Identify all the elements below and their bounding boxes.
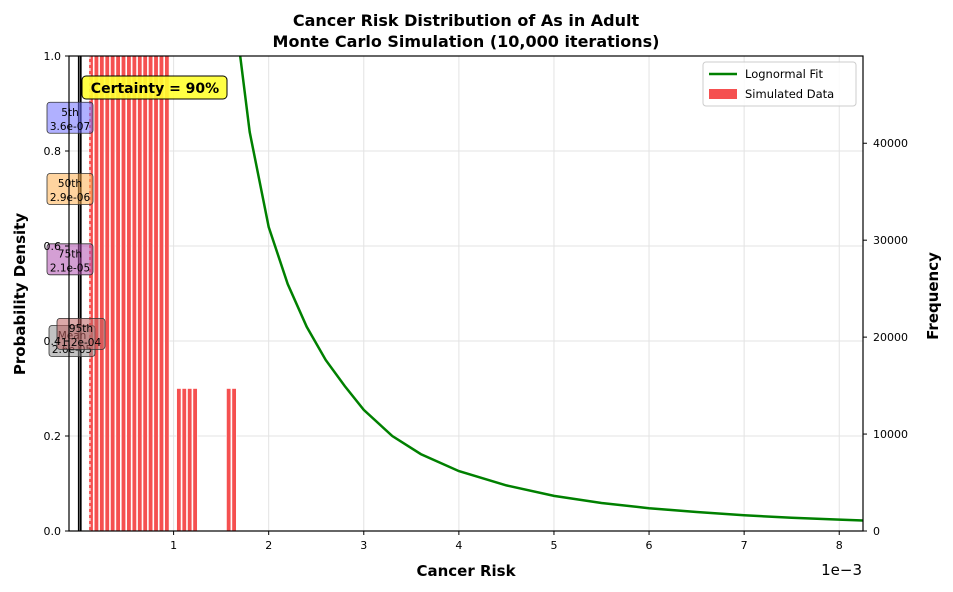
histogram-bar [126, 55, 132, 532]
x-tick-label: 6 [646, 539, 653, 552]
histogram-bar [181, 388, 187, 532]
chart-title-line1: Cancer Risk Distribution of As in Adult [293, 11, 640, 30]
y-right-axis-label: Frequency [924, 252, 942, 340]
histogram-bar [164, 55, 170, 532]
y-right-axis-ticks: 0 10000 20000 30000 40000 [863, 137, 908, 538]
percentile-label-75th: 75th 2.1e-05 [46, 243, 94, 276]
y-left-tick-label: 0.8 [44, 145, 62, 158]
x-axis-label: Cancer Risk [416, 562, 516, 580]
histogram-bar [192, 388, 198, 532]
legend-entry-simulated-data: Simulated Data [745, 87, 834, 101]
percentile-name: 75th [58, 248, 82, 260]
percentile-label-box [46, 101, 94, 134]
y-left-tick-label: 0.4 [44, 335, 62, 348]
certainty-box: Certainty = 90% [81, 75, 228, 100]
x-tick-label: 1 [170, 539, 177, 552]
histogram-bar [131, 55, 137, 532]
histogram-bar [158, 55, 164, 532]
x-tick-label: 8 [836, 539, 843, 552]
histogram-bar [153, 55, 159, 532]
percentile-name: 50th [58, 178, 82, 190]
x-tick-label: 4 [455, 539, 462, 552]
histogram-bar [115, 55, 121, 532]
percentile-name: 95th [69, 323, 93, 335]
percentile-value: 2.9e-06 [50, 192, 91, 204]
histogram-bar [142, 55, 148, 532]
certainty-label: Certainty = 90% [91, 81, 219, 97]
percentile-label-box [46, 173, 94, 205]
y-right-tick-label: 30000 [873, 234, 908, 247]
y-right-tick-label: 0 [873, 525, 880, 538]
percentile-label-box [46, 243, 94, 276]
percentile-label-50th: 50th 2.9e-06 [46, 173, 94, 205]
percentile-lines [77, 56, 91, 531]
histogram-bars [88, 55, 237, 532]
histogram-bar [93, 55, 99, 532]
y-left-tick-label: 0.0 [44, 525, 62, 538]
chart-title-line2: Monte Carlo Simulation (10,000 iteration… [273, 32, 660, 51]
x-tick-label: 3 [360, 539, 367, 552]
lognormal-fit-curve [238, 55, 864, 522]
legend: Lognormal Fit Simulated Data [702, 61, 857, 107]
x-tick-label: 7 [741, 539, 748, 552]
histogram-bar [231, 388, 237, 532]
histogram-bar [99, 55, 105, 532]
histogram-bar [110, 55, 116, 532]
y-right-tick-label: 20000 [873, 331, 908, 344]
histogram-bar [176, 388, 182, 532]
histogram-bar [187, 388, 193, 532]
histogram-bar [148, 55, 154, 532]
histogram-bar [120, 55, 127, 532]
y-right-tick-label: 40000 [873, 137, 908, 150]
percentile-label-95th: 95th 1.2e-04 [56, 317, 106, 350]
x-tick-label: 2 [265, 539, 272, 552]
fit-curve-layer [238, 55, 864, 522]
percentile-value: 1.2e-04 [61, 337, 102, 349]
y-right-tick-label: 10000 [873, 428, 908, 441]
x-axis-offset-label: 1e−3 [821, 561, 862, 579]
histogram-bar [104, 55, 110, 532]
y-left-axis-ticks: 0.0 0.2 0.4 0.6 0.8 1.0 [44, 50, 69, 538]
histogram-bar [137, 55, 143, 532]
y-left-tick-label: 0.6 [44, 240, 62, 253]
legend-box [702, 61, 857, 107]
percentile-value: 2.1e-05 [50, 262, 90, 274]
legend-patch-swatch [709, 89, 737, 99]
x-tick-label: 5 [550, 539, 557, 552]
x-axis-ticks: 1 2 3 4 5 6 7 8 [170, 531, 843, 552]
legend-entry-lognormal-fit: Lognormal Fit [745, 67, 823, 81]
y-left-tick-label: 1.0 [44, 50, 62, 63]
histogram-bar [226, 388, 232, 532]
percentile-name: 5th [61, 107, 78, 119]
percentile-label-5th: 5th 3.6e-07 [46, 101, 94, 134]
plot-frame [68, 55, 864, 532]
y-left-tick-label: 0.2 [44, 430, 62, 443]
y-left-axis-label: Probability Density [11, 213, 29, 375]
percentile-value: 3.6e-07 [50, 121, 90, 133]
